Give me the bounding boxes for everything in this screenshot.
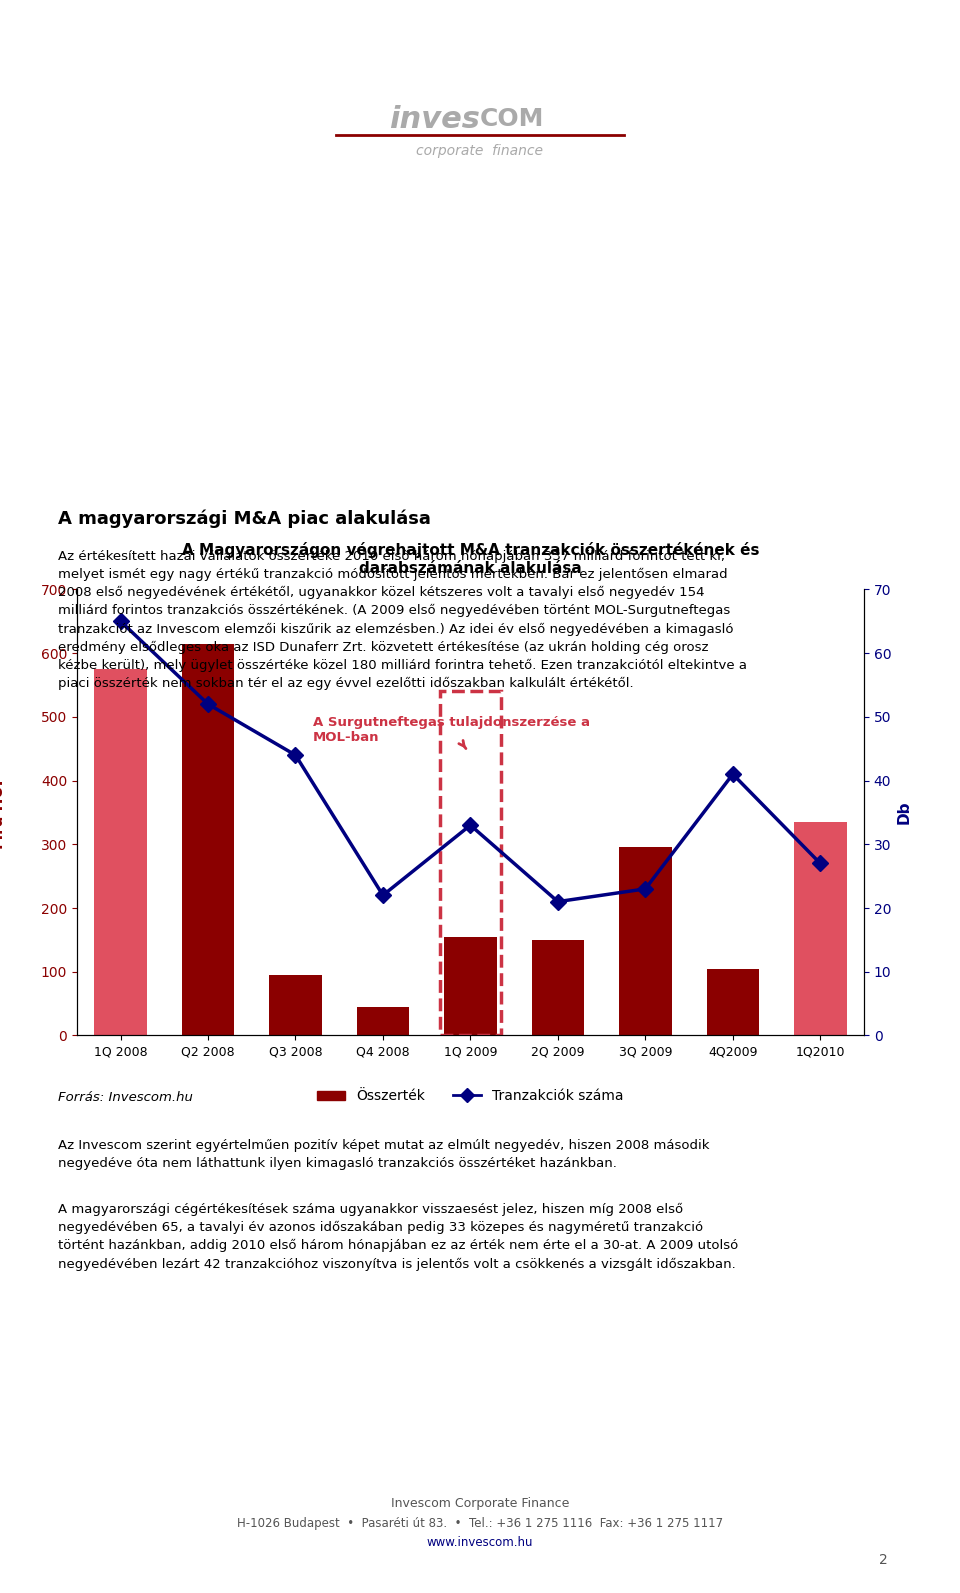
Bar bbox=[619, 847, 672, 1035]
Text: A magyarországi cégértékesítések száma ugyanakkor visszaesést jelez, hiszen míg : A magyarországi cégértékesítések száma u… bbox=[58, 1203, 738, 1271]
Y-axis label: Mrd HUF: Mrd HUF bbox=[0, 776, 6, 849]
Text: A Surgutneftegas tulajdonszerzése a
MOL-ban: A Surgutneftegas tulajdonszerzése a MOL-… bbox=[313, 715, 590, 749]
Text: A magyarországi M&A piac alakulása: A magyarországi M&A piac alakulása bbox=[58, 510, 430, 529]
Legend: Összerték, Tranzakciók száma: Összerték, Tranzakciók száma bbox=[312, 1083, 629, 1109]
Bar bbox=[94, 669, 147, 1035]
Bar bbox=[269, 975, 322, 1035]
Bar bbox=[794, 822, 847, 1035]
Text: COM: COM bbox=[480, 107, 544, 132]
Title: A Magyarországon végrehajtott M&A tranzakciók összertékének és
darabszámának ala: A Magyarországon végrehajtott M&A tranza… bbox=[181, 542, 759, 575]
Text: Invescom Corporate Finance: Invescom Corporate Finance bbox=[391, 1497, 569, 1510]
Bar bbox=[707, 969, 759, 1035]
Text: Forrás: Invescom.hu: Forrás: Invescom.hu bbox=[58, 1091, 192, 1104]
Y-axis label: Db: Db bbox=[897, 801, 912, 824]
Text: www.invescom.hu: www.invescom.hu bbox=[427, 1536, 533, 1548]
Text: corporate  finance: corporate finance bbox=[417, 145, 543, 158]
Text: H-1026 Budapest  •  Pasaréti út 83.  •  Tel.: +36 1 275 1116  Fax: +36 1 275 111: H-1026 Budapest • Pasaréti út 83. • Tel.… bbox=[237, 1517, 723, 1529]
Text: 2: 2 bbox=[878, 1553, 888, 1568]
Bar bbox=[181, 644, 234, 1035]
Bar bbox=[444, 937, 496, 1035]
Bar bbox=[357, 1007, 409, 1035]
Text: Az értékesített hazai vállalatok összértéke 2010 első három hónapjában 337 milli: Az értékesített hazai vállalatok összért… bbox=[58, 550, 747, 690]
Text: inves: inves bbox=[389, 105, 480, 134]
Text: Az Invescom szerint egyértelműen pozitív képet mutat az elmúlt negyedév, hiszen : Az Invescom szerint egyértelműen pozitív… bbox=[58, 1139, 709, 1169]
Bar bbox=[532, 940, 584, 1035]
